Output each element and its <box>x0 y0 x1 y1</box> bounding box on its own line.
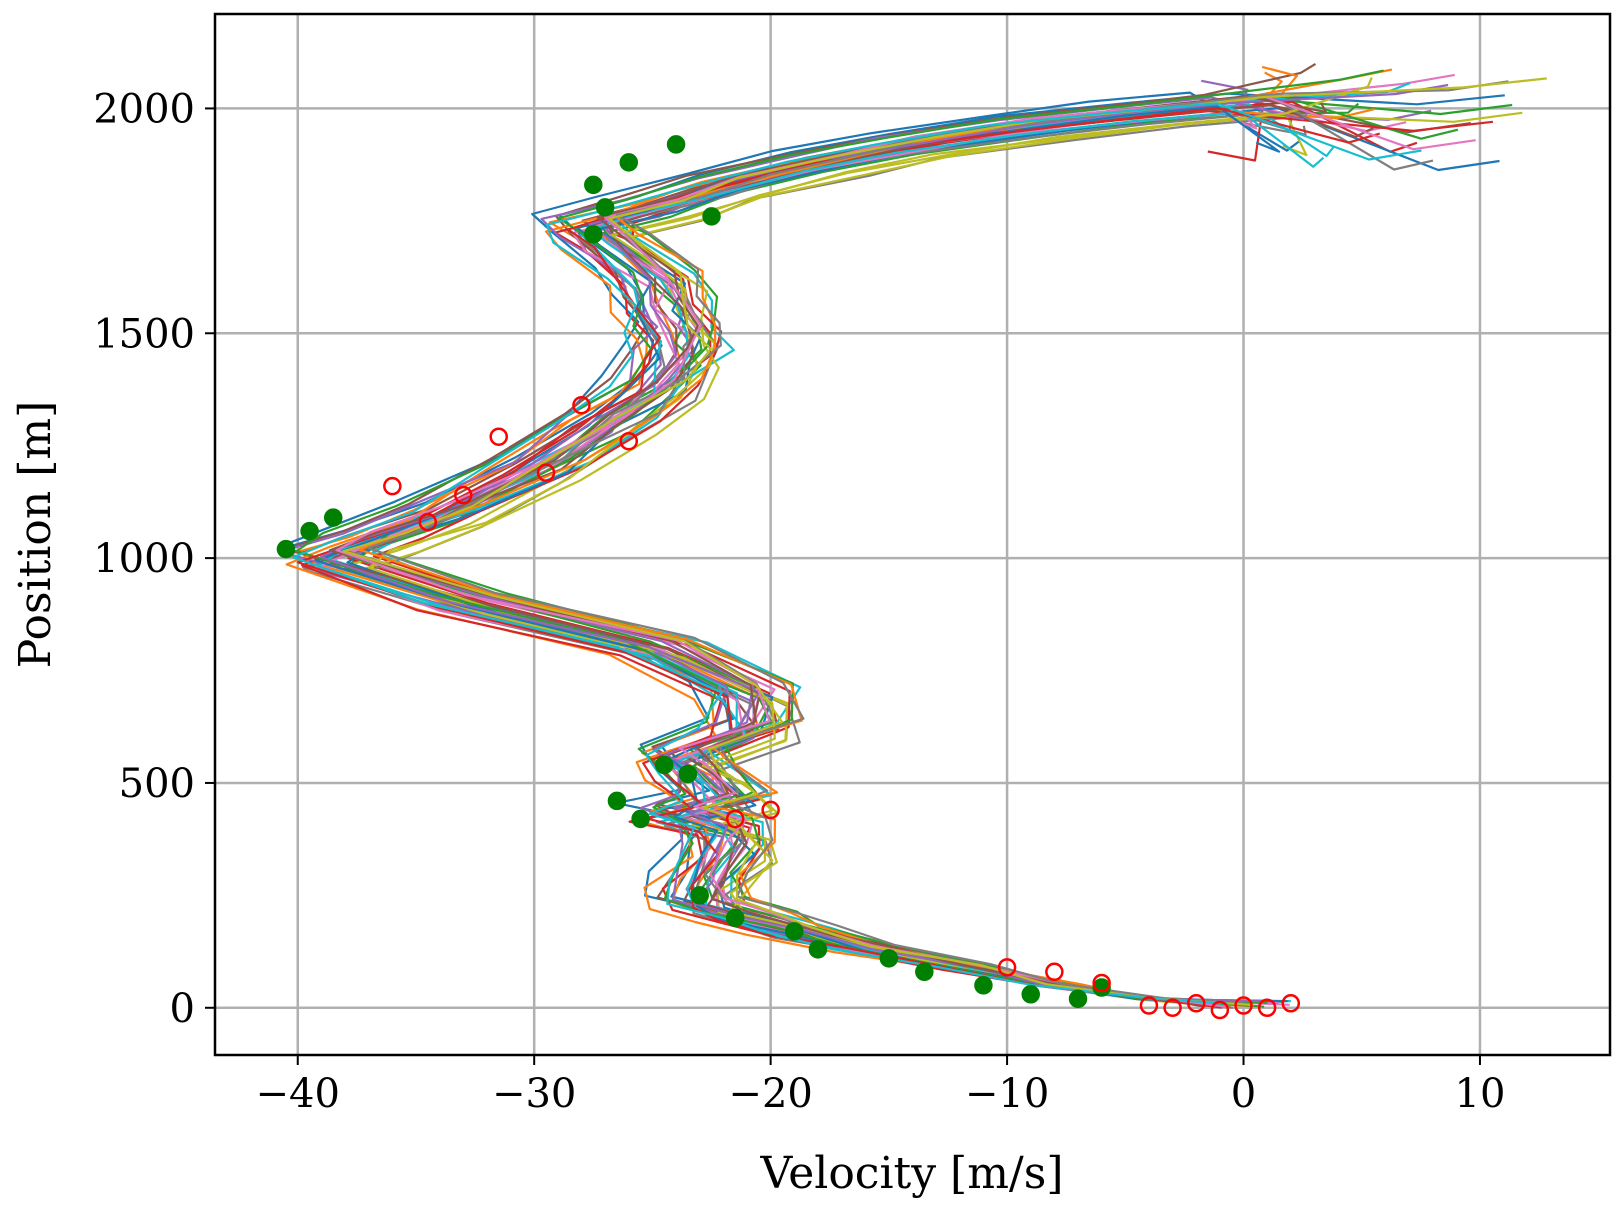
red-marker <box>1257 998 1277 1018</box>
trajectory-line <box>301 109 1432 1004</box>
trajectory-line <box>319 83 1449 1003</box>
green-marker <box>1068 989 1088 1009</box>
trajectory-line <box>346 107 1500 1003</box>
red-marker <box>536 463 556 482</box>
x-tick-label: 10 <box>1455 1071 1506 1117</box>
green-marker <box>584 175 603 195</box>
y-axis-ticks: 0 500 1000 1500 2000 <box>93 86 215 1032</box>
trajectory-line <box>341 73 1455 1006</box>
green-marker <box>619 153 639 172</box>
red-marker <box>1163 998 1182 1018</box>
trajectory-line <box>342 77 1547 1007</box>
x-tick-label: 0 <box>1231 1071 1256 1117</box>
trajectory-line <box>283 92 1505 1004</box>
trajectory-line <box>278 91 1300 1007</box>
trajectory-line <box>326 103 1335 1006</box>
trajectory-line <box>347 102 1265 1005</box>
trajectory-line <box>338 93 1434 1005</box>
green-marker <box>702 207 721 226</box>
trajectory-line <box>285 68 1393 1005</box>
trajectory-line <box>368 77 1373 1007</box>
x-tick-label: −10 <box>965 1071 1049 1117</box>
trajectory-line <box>337 79 1269 1003</box>
trajectory-line <box>321 71 1283 1007</box>
green-marker <box>690 886 709 905</box>
trajectory-line <box>371 81 1411 1004</box>
trajectory-line <box>366 80 1509 1005</box>
red-marker <box>997 958 1017 977</box>
trajectory-line <box>365 116 1293 1003</box>
trajectory-line <box>359 114 1308 1008</box>
green-marker <box>808 940 828 959</box>
green-marker <box>323 508 343 527</box>
trajectory-line <box>279 96 1310 1005</box>
red-marker <box>619 431 639 451</box>
grid <box>215 14 1610 1055</box>
green-marker <box>915 962 934 982</box>
y-tick-label: 2000 <box>93 86 195 132</box>
green-marker <box>584 225 603 244</box>
red-marker <box>1210 1000 1230 1020</box>
red-marker <box>489 427 508 446</box>
x-tick-label: −40 <box>256 1071 340 1117</box>
trajectory-line <box>292 102 1422 1005</box>
green-marker <box>1021 985 1040 1004</box>
green-marker <box>276 539 296 559</box>
green-marker <box>879 949 899 968</box>
red-marker <box>1045 962 1064 982</box>
trajectory-line <box>373 100 1418 1006</box>
green-marker <box>631 809 650 829</box>
y-axis-label: Position [m] <box>10 401 61 669</box>
red-marker <box>1234 996 1253 1015</box>
x-tick-label: −20 <box>728 1071 812 1117</box>
red-marker <box>1281 994 1301 1013</box>
red-marker <box>1139 996 1159 1015</box>
green-marker <box>725 908 745 928</box>
trajectory-line <box>324 104 1374 1006</box>
x-axis-label: Velocity [m/s] <box>759 1148 1063 1199</box>
trajectory-line <box>332 96 1513 1003</box>
y-tick-label: 1000 <box>93 536 195 582</box>
red-marker <box>1186 994 1206 1013</box>
green-marker <box>300 521 319 541</box>
plot-frame <box>213 12 1612 1057</box>
trajectory-line <box>368 93 1459 1004</box>
y-tick-label: 500 <box>119 761 195 807</box>
x-tick-label: −30 <box>492 1071 576 1117</box>
red-marker <box>572 395 591 415</box>
green-marker <box>974 976 993 995</box>
green-marker <box>666 135 686 154</box>
trajectory-line <box>328 95 1327 1004</box>
green-marker <box>785 922 804 941</box>
red-marker <box>454 485 473 505</box>
trajectory-line <box>316 111 1325 1003</box>
trajectory-line <box>302 114 1307 1009</box>
y-tick-label: 0 <box>170 986 195 1032</box>
event-markers <box>276 135 1301 1020</box>
trajectory-line <box>318 110 1258 1003</box>
x-axis-ticks: −40 −30 −20 −10 0 10 <box>256 1055 1506 1117</box>
red-marker <box>418 512 438 532</box>
green-marker <box>595 198 615 217</box>
y-tick-label: 1500 <box>93 311 195 357</box>
red-marker <box>725 809 745 829</box>
green-marker <box>678 764 698 784</box>
green-marker <box>654 755 674 775</box>
series-lines <box>278 62 1547 1009</box>
trajectory-line <box>295 69 1384 1008</box>
green-marker <box>607 791 627 811</box>
trajectory-line <box>344 102 1360 1003</box>
trajectory-line <box>315 105 1288 1003</box>
red-marker <box>383 476 402 496</box>
trajectory-line <box>335 94 1476 1008</box>
trajectory-line <box>298 98 1472 1008</box>
trajectory-line <box>358 65 1298 1005</box>
red-marker <box>761 800 780 820</box>
red-marker <box>1092 973 1111 993</box>
